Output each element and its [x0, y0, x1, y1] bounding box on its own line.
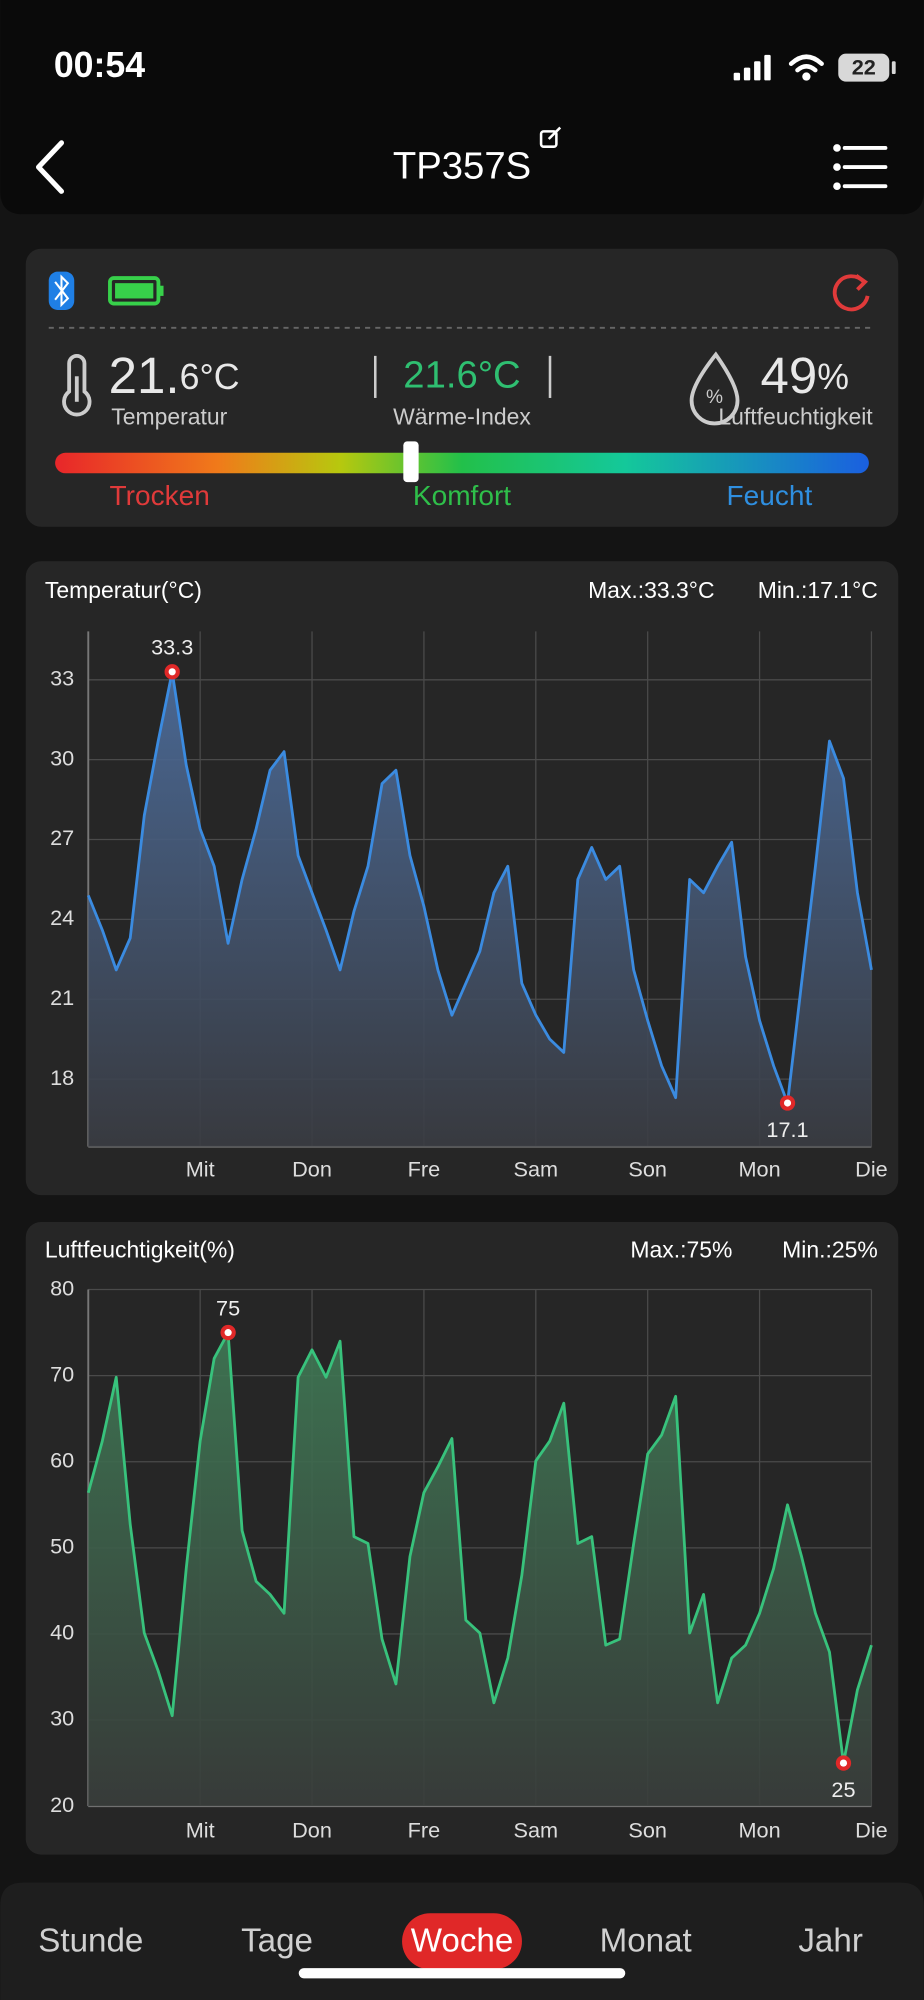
x-tick-label: Don: [292, 1157, 332, 1182]
x-tick-label: Sam: [514, 1817, 559, 1842]
humidity-icon-glyph: %: [706, 387, 723, 408]
extreme-label: 17.1: [766, 1117, 808, 1142]
extreme-marker-dot: [839, 1759, 848, 1767]
comfort-slider: [403, 441, 419, 483]
y-tick-label: 40: [50, 1620, 74, 1645]
chart-title: Luftfeuchtigkeit(%): [45, 1236, 235, 1262]
extreme-marker-dot: [168, 668, 176, 676]
min-label: Min.:25%: [782, 1236, 878, 1262]
x-tick-label: Son: [628, 1157, 667, 1182]
y-tick-label: 60: [50, 1447, 74, 1472]
y-tick-label: 80: [50, 1275, 74, 1300]
extreme-marker-dot: [783, 1099, 792, 1107]
tab[interactable]: Tage: [241, 1922, 313, 1959]
heat-index-value: 21.6°C: [403, 354, 520, 397]
x-tick-label: Son: [628, 1817, 667, 1842]
y-tick-label: 33: [50, 666, 74, 691]
comfort-bar: [55, 452, 869, 474]
menu-button[interactable]: [833, 144, 888, 191]
chart-title: Temperatur(°C): [45, 577, 202, 603]
y-tick-label: 21: [50, 985, 74, 1010]
tab[interactable]: Stunde: [38, 1922, 143, 1959]
scale-comfort: Komfort: [413, 480, 511, 511]
device-battery-level: [115, 283, 154, 299]
edit-icon[interactable]: [539, 126, 562, 148]
scale-wet: Feucht: [727, 480, 813, 511]
x-tick-label: Sam: [514, 1157, 559, 1182]
x-tick-label: Fre: [408, 1157, 441, 1182]
extreme-label: 33.3: [151, 635, 193, 660]
extreme-label: 75: [216, 1295, 240, 1320]
status-time: 00:54: [54, 45, 145, 85]
y-tick-label: 27: [50, 825, 74, 850]
back-button[interactable]: [35, 140, 65, 194]
active-tab-pill: [402, 1913, 522, 1970]
line: [86, 670, 873, 1105]
y-tick-label: 70: [50, 1361, 74, 1386]
x-tick-label: Die: [855, 1157, 888, 1182]
x-tick-label: Mon: [738, 1157, 780, 1182]
device-battery: [108, 276, 161, 306]
x-tick-label: Mon: [738, 1817, 780, 1842]
tab[interactable]: Woche: [411, 1922, 514, 1959]
battery-icon: [838, 53, 890, 82]
humidity-value: 49%: [760, 348, 849, 405]
heat-index-label: Wärme-Index: [393, 403, 531, 429]
area: [88, 1332, 872, 1807]
home-indicator: [298, 1968, 626, 1979]
humidity-label: Luftfeuchtigkeit: [718, 403, 873, 429]
y-tick-label: 50: [50, 1534, 74, 1559]
x-tick-label: Mit: [186, 1157, 215, 1182]
device-battery-tip: [159, 285, 164, 296]
line: [86, 1331, 873, 1765]
device-title[interactable]: TP357S: [393, 144, 531, 187]
extreme-marker-dot: [224, 1329, 232, 1337]
thermometer-icon: [62, 354, 92, 417]
max-label: Max.:33.3°C: [588, 577, 714, 603]
y-tick-label: 20: [50, 1792, 74, 1817]
min-label: Min.:17.1°C: [758, 577, 878, 603]
y-tick-label: 24: [50, 905, 74, 930]
humidity-icon: [689, 351, 740, 426]
temperature-value: 21.6°C: [109, 348, 240, 405]
x-tick-label: Die: [855, 1817, 888, 1842]
max-label: Max.:75%: [630, 1236, 732, 1262]
y-tick-label: 30: [50, 745, 74, 770]
scale-dry: Trocken: [110, 480, 210, 511]
x-tick-label: Don: [292, 1817, 332, 1842]
refresh-button[interactable]: [832, 273, 870, 312]
signal-icon: [733, 54, 771, 81]
extreme-label: 25: [831, 1777, 855, 1802]
temperature-label: Temperatur: [111, 403, 227, 429]
top-bar: [0, 0, 924, 215]
wifi-icon: [788, 54, 824, 81]
tab[interactable]: Monat: [600, 1922, 692, 1959]
battery-tip: [891, 61, 896, 74]
y-tick-label: 30: [50, 1706, 74, 1731]
tab[interactable]: Jahr: [798, 1922, 863, 1959]
bluetooth-glyph: [54, 274, 70, 308]
y-tick-label: 18: [50, 1065, 74, 1090]
x-tick-label: Fre: [408, 1817, 441, 1842]
battery-level: 22: [852, 55, 876, 80]
x-tick-label: Mit: [186, 1817, 215, 1842]
area: [88, 671, 872, 1147]
